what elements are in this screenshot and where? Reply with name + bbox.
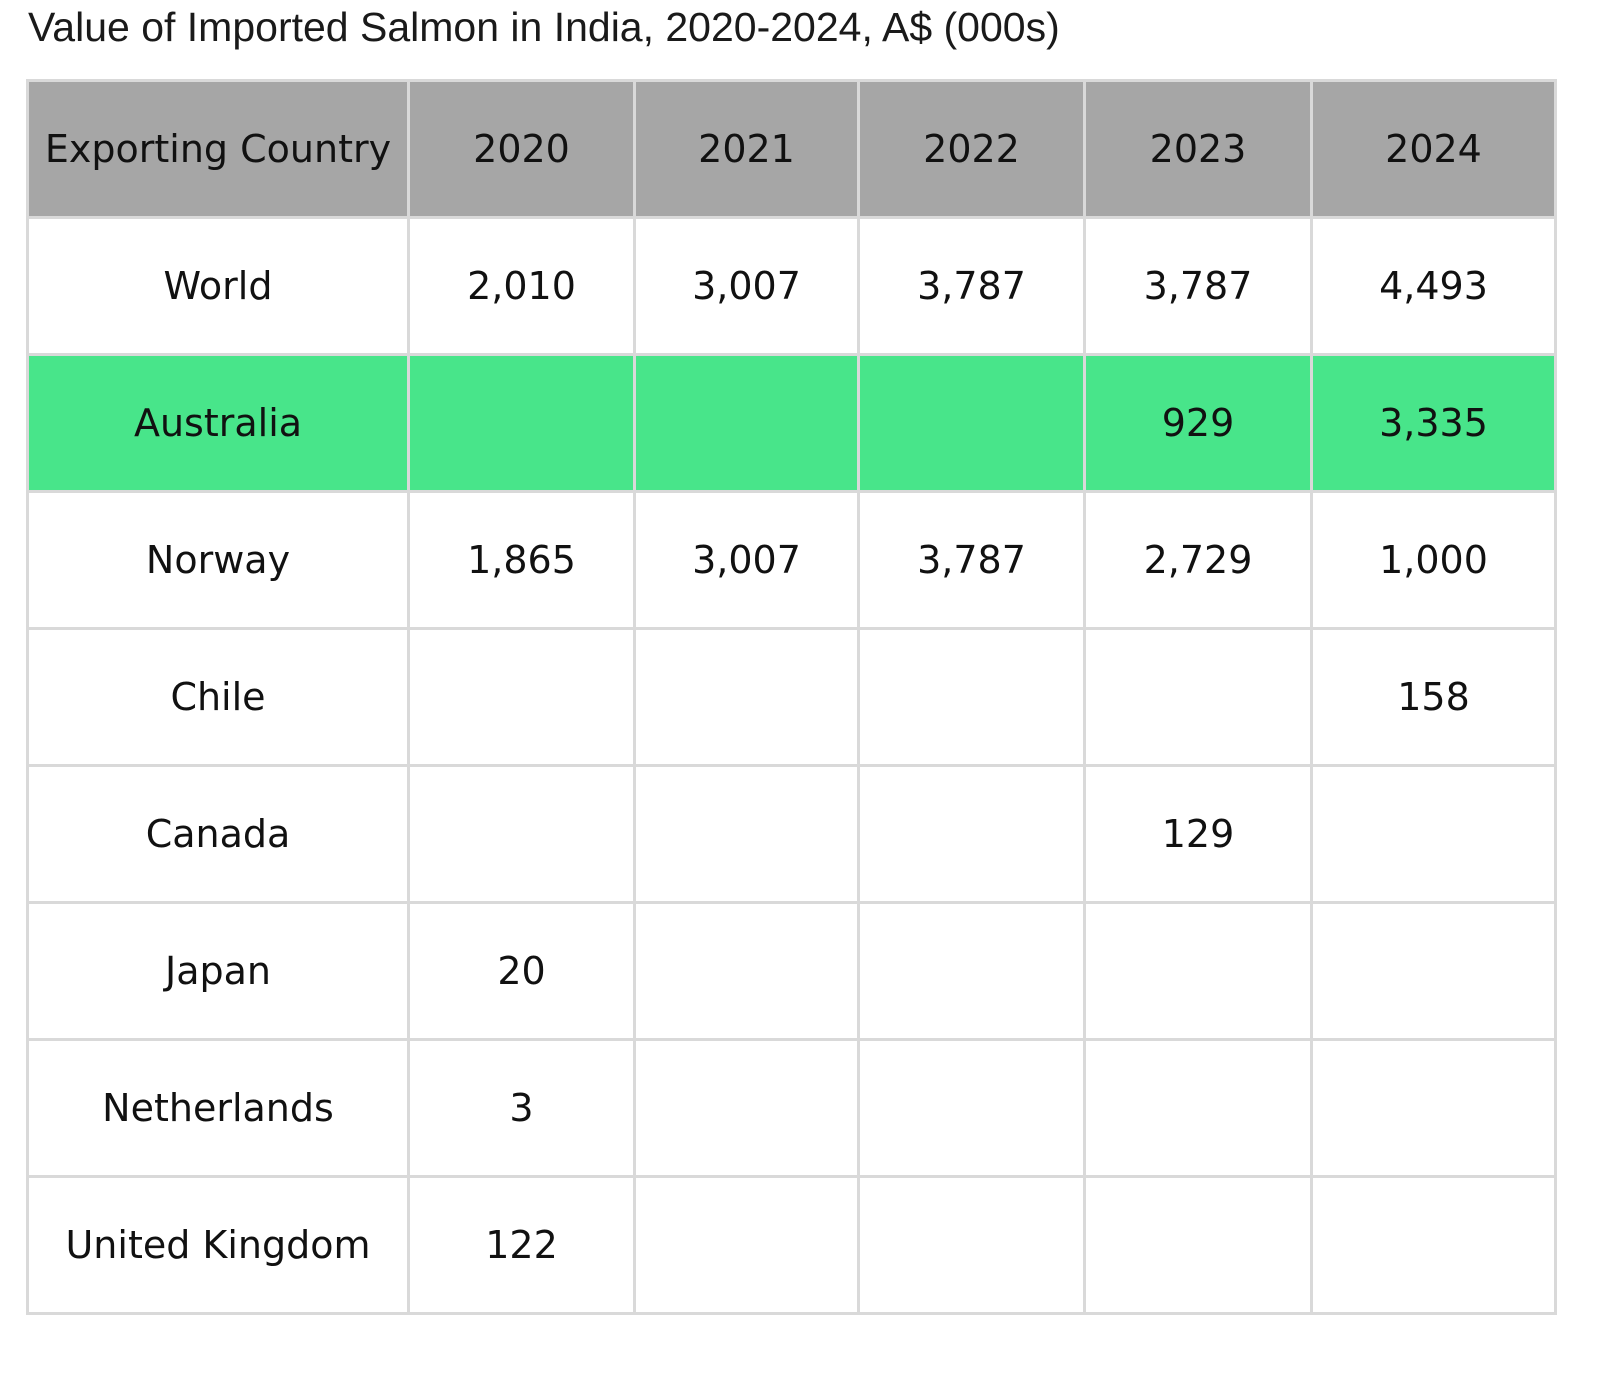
- country-cell: United Kingdom: [26, 1175, 410, 1315]
- table-row: Norway 1,865 3,007 3,787 2,729 1,000: [26, 490, 1557, 630]
- value-cell: [857, 1175, 1086, 1315]
- table-row: Canada 129: [26, 764, 1557, 904]
- value-cell: 1,000: [1310, 490, 1557, 630]
- column-header-year: 2020: [407, 79, 636, 219]
- value-cell: [633, 901, 860, 1041]
- country-cell: Netherlands: [26, 1038, 410, 1178]
- table-row: Netherlands 3: [26, 1038, 1557, 1178]
- value-cell: [1083, 1175, 1313, 1315]
- table-row: Australia 929 3,335: [26, 353, 1557, 493]
- header-row: Exporting Country 2020 2021 2022 2023 20…: [26, 79, 1557, 219]
- chart-title: Value of Imported Salmon in India, 2020-…: [28, 4, 1060, 50]
- value-cell: [633, 764, 860, 904]
- column-header-country: Exporting Country: [26, 79, 410, 219]
- column-header-year: 2023: [1083, 79, 1313, 219]
- column-header-year: 2021: [633, 79, 860, 219]
- value-cell: [857, 627, 1086, 767]
- value-cell: [1083, 901, 1313, 1041]
- value-cell: [633, 627, 860, 767]
- value-cell: [1310, 901, 1557, 1041]
- value-cell: 1,865: [407, 490, 636, 630]
- country-cell: Canada: [26, 764, 410, 904]
- value-cell: 20: [407, 901, 636, 1041]
- value-cell: [1083, 627, 1313, 767]
- value-cell: [407, 353, 636, 493]
- value-cell: [1083, 1038, 1313, 1178]
- value-cell: 3,787: [857, 490, 1086, 630]
- value-cell: 3,007: [633, 490, 860, 630]
- value-cell: [407, 764, 636, 904]
- value-cell: 122: [407, 1175, 636, 1315]
- value-cell: 2,729: [1083, 490, 1313, 630]
- value-cell: 4,493: [1310, 216, 1557, 356]
- column-header-year: 2022: [857, 79, 1086, 219]
- table-row: World 2,010 3,007 3,787 3,787 4,493: [26, 216, 1557, 356]
- country-cell: Chile: [26, 627, 410, 767]
- value-cell: [633, 353, 860, 493]
- value-cell: 2,010: [407, 216, 636, 356]
- country-cell: World: [26, 216, 410, 356]
- country-cell: Japan: [26, 901, 410, 1041]
- value-cell: [633, 1175, 860, 1315]
- value-cell: 3,787: [1083, 216, 1313, 356]
- column-header-year: 2024: [1310, 79, 1557, 219]
- table-row: Japan 20: [26, 901, 1557, 1041]
- value-cell: 158: [1310, 627, 1557, 767]
- value-cell: [857, 353, 1086, 493]
- value-cell: 129: [1083, 764, 1313, 904]
- value-cell: 3,007: [633, 216, 860, 356]
- value-cell: 3,335: [1310, 353, 1557, 493]
- value-cell: [857, 764, 1086, 904]
- value-cell: [1310, 1038, 1557, 1178]
- value-cell: [1310, 1175, 1557, 1315]
- country-cell: Norway: [26, 490, 410, 630]
- salmon-import-table: Exporting Country 2020 2021 2022 2023 20…: [26, 79, 1557, 1315]
- table-body: World 2,010 3,007 3,787 3,787 4,493 Australia 9…: [26, 216, 1557, 1315]
- value-cell: 3: [407, 1038, 636, 1178]
- value-cell: [1310, 764, 1557, 904]
- value-cell: 3,787: [857, 216, 1086, 356]
- country-cell: Australia: [26, 353, 410, 493]
- value-cell: [857, 901, 1086, 1041]
- value-cell: [857, 1038, 1086, 1178]
- table-row: United Kingdom 122: [26, 1175, 1557, 1315]
- value-cell: [407, 627, 636, 767]
- table-row: Chile 158: [26, 627, 1557, 767]
- value-cell: [633, 1038, 860, 1178]
- value-cell: 929: [1083, 353, 1313, 493]
